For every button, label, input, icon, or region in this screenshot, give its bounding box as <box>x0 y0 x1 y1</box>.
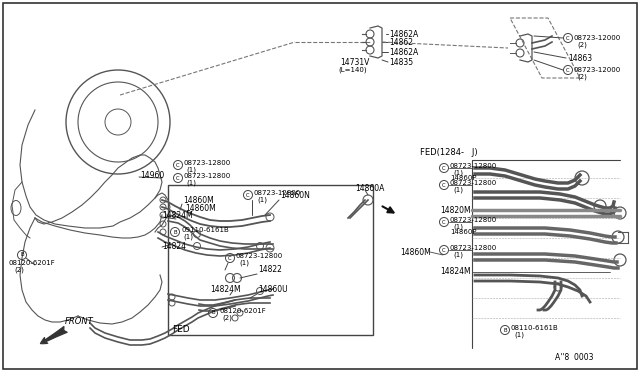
Text: 14824M: 14824M <box>162 211 193 219</box>
Text: C: C <box>442 219 446 224</box>
Text: 08110-6161B: 08110-6161B <box>511 325 559 331</box>
Text: 08723-12800: 08723-12800 <box>254 190 301 196</box>
Text: (1): (1) <box>453 187 463 193</box>
Text: 14860M: 14860M <box>185 203 216 212</box>
Text: FED(1284-   J): FED(1284- J) <box>420 148 477 157</box>
Text: C: C <box>228 256 232 260</box>
Circle shape <box>160 197 166 203</box>
Text: C: C <box>442 166 446 170</box>
Text: 08723-12800: 08723-12800 <box>184 173 231 179</box>
Text: 14860A: 14860A <box>355 183 385 192</box>
Text: 08120-6201F: 08120-6201F <box>219 308 266 314</box>
Text: A''8  0003: A''8 0003 <box>555 353 593 362</box>
Text: FRONT: FRONT <box>65 317 93 327</box>
Text: 14860U: 14860U <box>258 285 287 295</box>
Text: 08723-12800: 08723-12800 <box>236 253 284 259</box>
Text: B: B <box>20 253 24 257</box>
Text: (2): (2) <box>577 74 587 80</box>
Text: 08723-12800: 08723-12800 <box>450 163 497 169</box>
Text: 09110-6161B: 09110-6161B <box>181 227 228 233</box>
Text: (2): (2) <box>577 42 587 48</box>
Text: (L=140): (L=140) <box>338 67 367 73</box>
Circle shape <box>160 221 166 227</box>
Text: 14820M: 14820M <box>440 205 470 215</box>
Text: 14860M: 14860M <box>183 196 214 205</box>
Text: B: B <box>211 311 215 315</box>
Text: 14824M: 14824M <box>210 285 241 295</box>
Text: 14824M: 14824M <box>440 267 470 276</box>
Text: 14862: 14862 <box>389 38 413 46</box>
Text: 08723-12800: 08723-12800 <box>184 160 231 166</box>
Text: 08723-12000: 08723-12000 <box>574 67 621 73</box>
Text: 08723-12800: 08723-12800 <box>450 245 497 251</box>
Circle shape <box>160 204 166 210</box>
Text: (2): (2) <box>222 315 232 321</box>
Text: 14863: 14863 <box>568 54 592 62</box>
Text: 14822: 14822 <box>258 266 282 275</box>
Text: C: C <box>246 192 250 198</box>
Text: 08723-12800: 08723-12800 <box>450 180 497 186</box>
Text: C: C <box>566 67 570 73</box>
Text: C: C <box>442 183 446 187</box>
Text: (1): (1) <box>453 252 463 258</box>
Text: FED: FED <box>172 326 189 334</box>
Text: 08723-12800: 08723-12800 <box>450 217 497 223</box>
Text: C: C <box>176 176 180 180</box>
Text: 14824: 14824 <box>162 241 186 250</box>
Text: (1): (1) <box>514 332 524 338</box>
Bar <box>168 185 373 335</box>
Text: 14731V: 14731V <box>340 58 369 67</box>
Text: (1): (1) <box>239 260 249 266</box>
Text: 14862A: 14862A <box>389 48 419 57</box>
Text: C: C <box>442 247 446 253</box>
Text: 14860P: 14860P <box>450 175 477 181</box>
Text: 14862A: 14862A <box>389 29 419 38</box>
Text: C: C <box>176 163 180 167</box>
Text: C: C <box>566 35 570 41</box>
Text: B: B <box>503 327 507 333</box>
Text: 08723-12000: 08723-12000 <box>574 35 621 41</box>
Text: (2): (2) <box>14 267 24 273</box>
Text: (1): (1) <box>186 167 196 173</box>
Text: (1): (1) <box>183 234 193 240</box>
Text: 14860N: 14860N <box>280 190 310 199</box>
Circle shape <box>160 212 166 218</box>
Text: 08120-6201F: 08120-6201F <box>8 260 55 266</box>
Text: (1): (1) <box>186 180 196 186</box>
Text: (1): (1) <box>453 224 463 230</box>
Text: B: B <box>173 230 177 234</box>
Circle shape <box>160 229 166 235</box>
Text: 14835: 14835 <box>389 58 413 67</box>
Text: 14860M: 14860M <box>400 247 431 257</box>
Text: (1): (1) <box>453 170 463 176</box>
Text: 14860P: 14860P <box>450 229 477 235</box>
Text: (1): (1) <box>257 197 267 203</box>
Text: 14960: 14960 <box>140 170 164 180</box>
